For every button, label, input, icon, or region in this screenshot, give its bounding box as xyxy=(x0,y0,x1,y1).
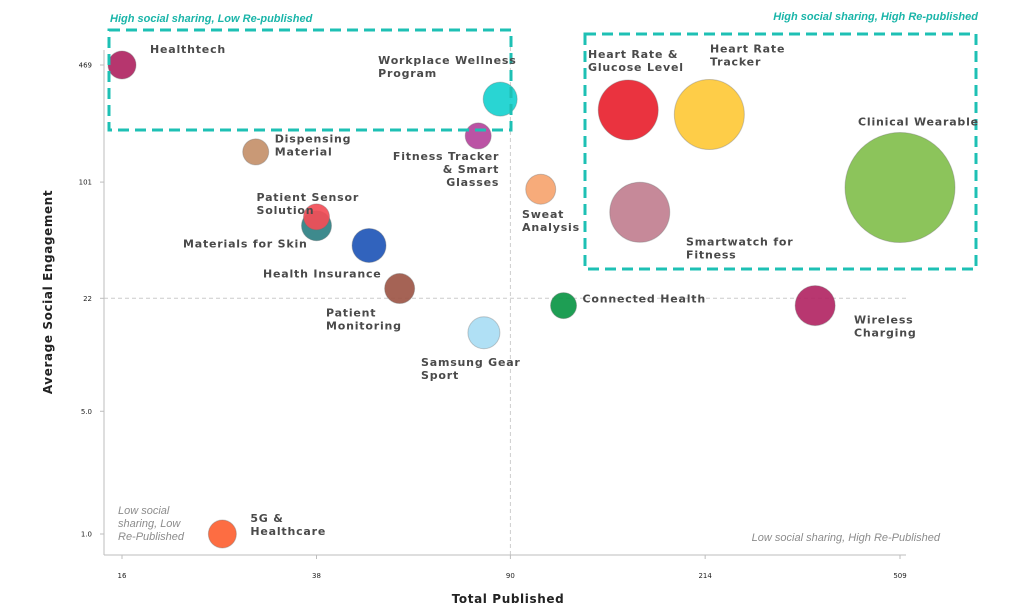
bubble[interactable] xyxy=(303,203,331,231)
y-axis-ticks: 469 101 22 5.0 1.0 xyxy=(79,62,104,539)
bubble[interactable] xyxy=(673,79,745,151)
bubble-label-line: Dispensing xyxy=(275,132,352,145)
bubble-label-line: Glasses xyxy=(446,176,499,189)
quadrant-label-bottom-left-line: Low social xyxy=(118,505,170,517)
bubble-label-line: Heart Rate xyxy=(710,43,785,56)
bubble[interactable] xyxy=(351,227,387,263)
bubble[interactable] xyxy=(482,81,518,117)
bubble-label-line: Smartwatch for xyxy=(686,235,793,248)
bubble[interactable] xyxy=(525,173,557,205)
bubble-label-line: Patient xyxy=(326,307,376,320)
bubble-label: Workplace Wellness Program xyxy=(378,54,516,80)
bubble-label-line: Heart Rate & xyxy=(588,48,678,61)
bubble-label: Materials for Skin xyxy=(183,238,308,251)
bubble-label: Heart Rate Tracker xyxy=(710,43,785,69)
bubble-label-line: Workplace Wellness xyxy=(378,54,516,67)
bubble[interactable] xyxy=(464,122,492,150)
bubble-label: Samsung Gear Sport xyxy=(421,356,521,382)
highlight-box-top-right xyxy=(583,32,978,271)
y-tick-label: 101 xyxy=(79,179,92,187)
bubble[interactable] xyxy=(550,292,578,320)
bubble-label: Heart Rate & Glucose Level xyxy=(588,48,684,74)
bubble[interactable] xyxy=(242,138,270,166)
bubble-label-line: Sweat xyxy=(522,208,564,221)
bubble-label-line: Material xyxy=(275,145,333,158)
quadrant-label-bottom-right: Low social sharing, High Re-Published xyxy=(752,532,941,544)
bubble-label-line: Glucose Level xyxy=(588,61,684,74)
bubble-label-line: Sport xyxy=(421,369,459,382)
bubble[interactable] xyxy=(107,50,137,80)
quadrant-label-bottom-left-line: sharing, Low xyxy=(118,518,181,530)
bubble-label: Connected Health xyxy=(583,293,706,306)
bubble-label: Healthtech xyxy=(150,43,226,56)
bubble-label-line: Connected Health xyxy=(583,293,706,306)
bubble-label: Wireless Charging xyxy=(854,314,917,340)
bubbles xyxy=(107,50,956,549)
bubble-label-line: Tracker xyxy=(710,56,761,69)
bubble-label: Patient Monitoring xyxy=(326,307,402,333)
bubble[interactable] xyxy=(207,519,237,549)
reference-lines xyxy=(104,40,906,555)
bubble-label-line: Fitness xyxy=(686,248,737,261)
y-tick-label: 5.0 xyxy=(81,408,92,416)
x-tick-label: 38 xyxy=(312,572,321,580)
bubble-label: Clinical Wearable xyxy=(858,116,979,129)
bubble-label: 5G & Healthcare xyxy=(250,512,326,538)
bubble-label-line: Patient Sensor xyxy=(257,191,360,204)
bubble-label-line: Charging xyxy=(854,327,917,340)
bubble[interactable] xyxy=(467,316,501,350)
highlight-box-top-left xyxy=(107,28,513,132)
y-axis-title: Average Social Engagement xyxy=(41,190,55,394)
bubble-label-line: Monitoring xyxy=(326,320,402,333)
quadrant-label-bottom-left: Low social sharing, Low Re-Published xyxy=(118,505,185,543)
quadrant-label-bottom-left-line: Re-Published xyxy=(118,531,185,543)
bubble[interactable] xyxy=(844,132,956,244)
bubble-label: Smartwatch for Fitness xyxy=(686,235,793,261)
x-axis-ticks: 16 38 90 214 509 xyxy=(118,555,907,580)
bubble-label: Dispensing Material xyxy=(275,132,352,158)
bubble-label-line: Samsung Gear xyxy=(421,356,521,369)
bubble-label-line: 5G & xyxy=(250,512,283,525)
bubble-labels: Healthtech Workplace Wellness Program Fitne… xyxy=(150,43,979,538)
y-tick-label: 469 xyxy=(79,62,92,70)
quadrant-label-top-right: High social sharing, High Re-published xyxy=(773,11,978,23)
bubble[interactable] xyxy=(794,285,836,327)
x-tick-label: 214 xyxy=(698,572,712,580)
bubble-label-line: Healthcare xyxy=(250,525,326,538)
bubble-label-line: Fitness Tracker xyxy=(393,150,499,163)
bubble[interactable] xyxy=(597,79,659,141)
bubble-label: Health Insurance xyxy=(263,267,382,280)
y-tick-label: 22 xyxy=(83,295,92,303)
bubble-label-line: Analysis xyxy=(522,221,580,234)
x-axis-title: Total Published xyxy=(452,592,565,606)
y-tick-label: 1.0 xyxy=(81,531,92,539)
bubble[interactable] xyxy=(384,273,416,305)
bubble-label-line: Healthtech xyxy=(150,43,226,56)
bubble-label-line: Health Insurance xyxy=(263,267,382,280)
bubble[interactable] xyxy=(609,181,671,243)
bubble-label-line: Materials for Skin xyxy=(183,238,308,251)
bubble-label-line: Solution xyxy=(257,204,315,217)
bubble-label: Sweat Analysis xyxy=(522,208,580,234)
bubble-label-line: Clinical Wearable xyxy=(858,116,979,129)
bubble-label-line: Program xyxy=(378,67,437,80)
bubble-label-line: Wireless xyxy=(854,314,914,327)
bubble-label-line: & Smart xyxy=(443,163,500,176)
x-tick-label: 90 xyxy=(506,572,515,580)
bubble-label: Patient Sensor Solution xyxy=(257,191,360,217)
highlight-boxes xyxy=(107,28,978,271)
axes xyxy=(103,50,906,556)
quadrant-label-top-left: High social sharing, Low Re-published xyxy=(110,13,313,25)
bubble-label: Fitness Tracker & Smart Glasses xyxy=(393,150,499,189)
x-tick-label: 509 xyxy=(893,572,906,580)
x-tick-label: 16 xyxy=(118,572,127,580)
